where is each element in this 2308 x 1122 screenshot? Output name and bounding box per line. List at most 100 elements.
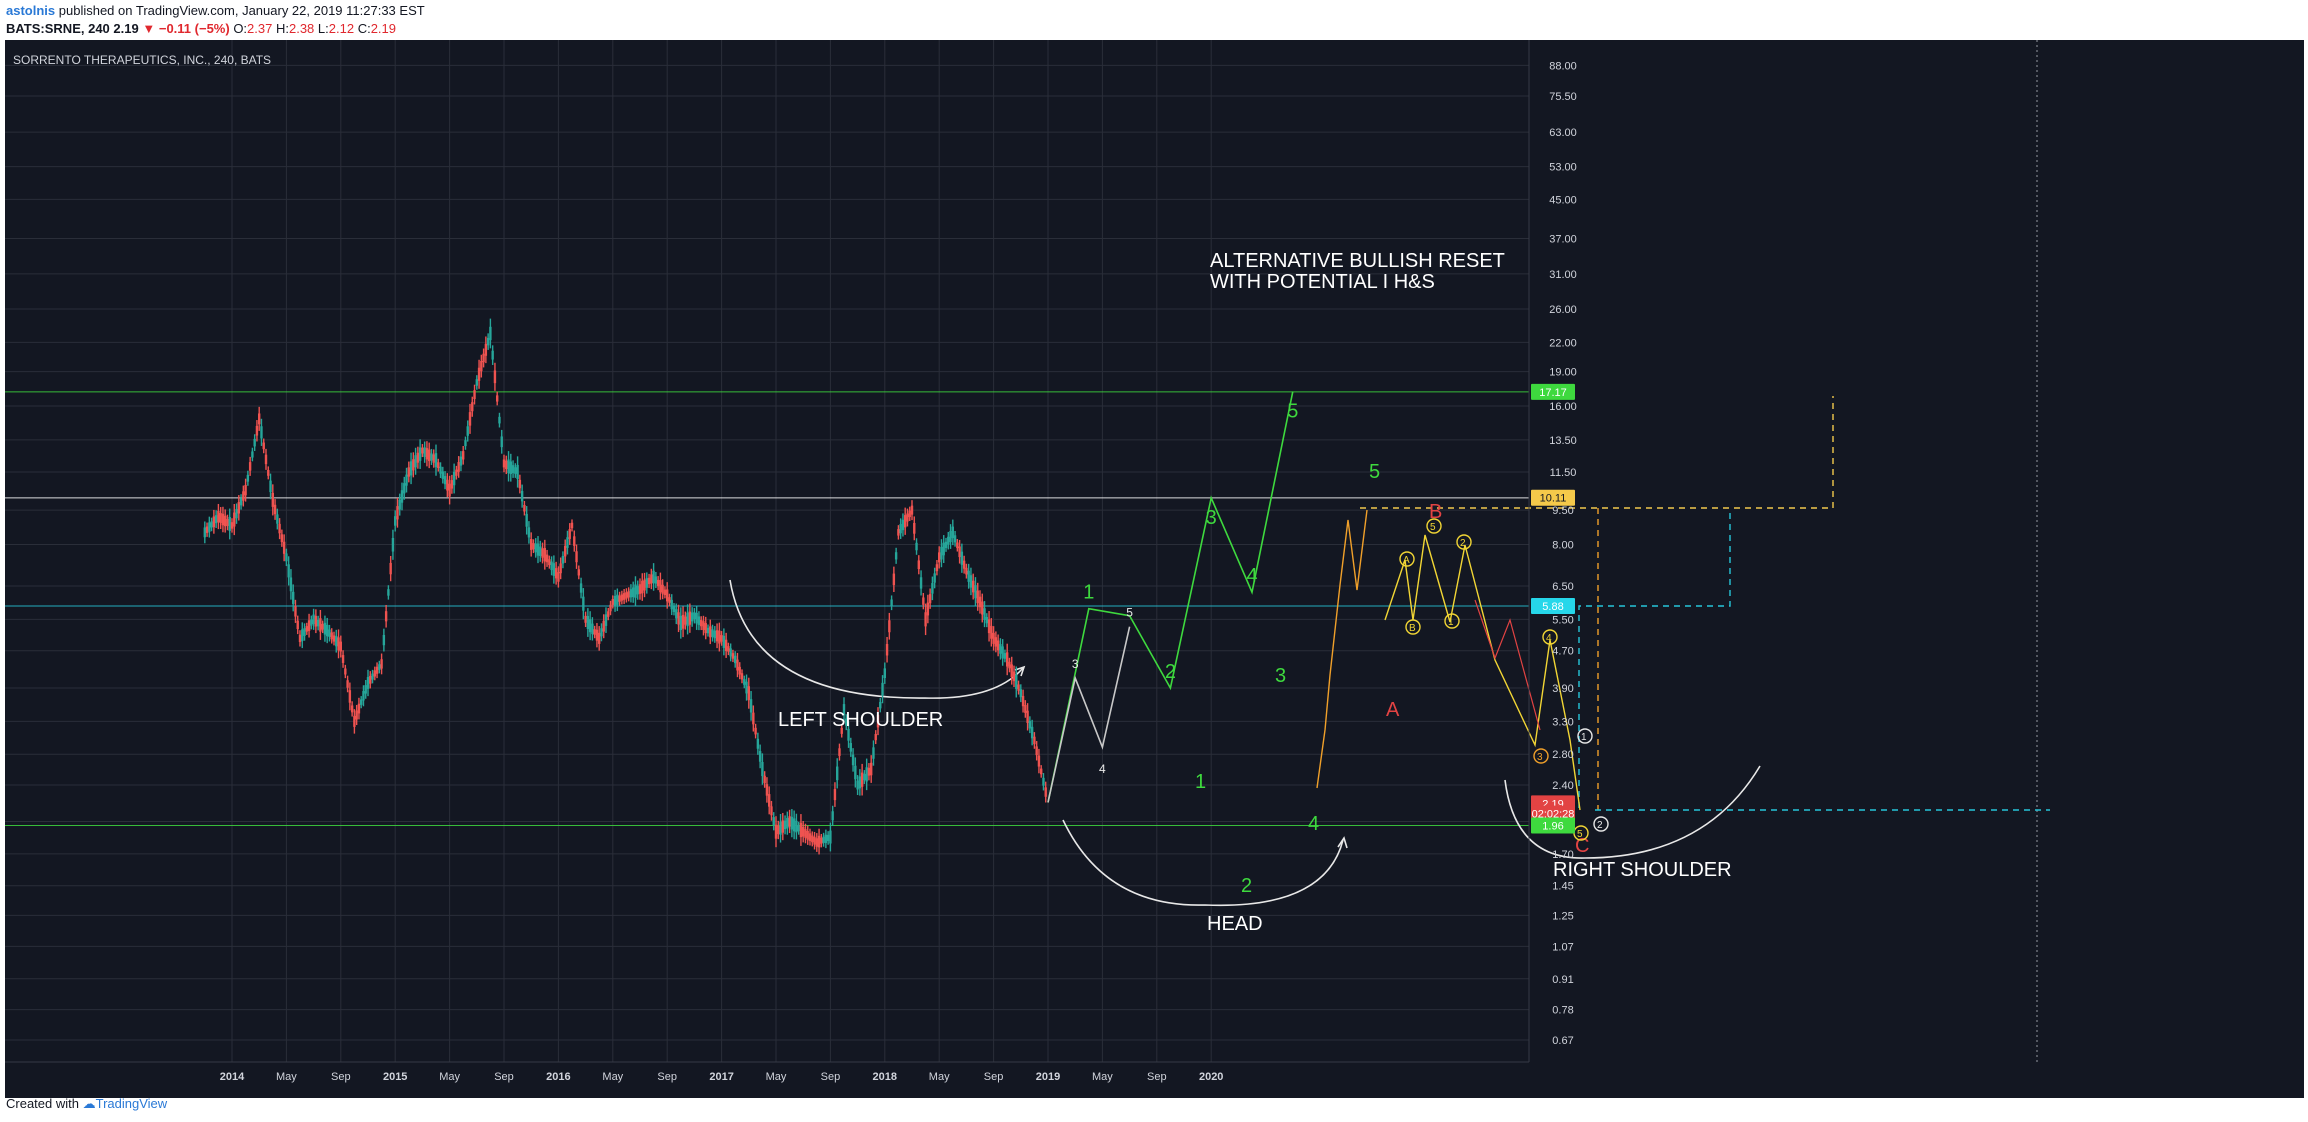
price-candle-body [282,541,286,554]
price-candle-body [360,699,363,705]
price-change: −0.11 (−5%) [158,21,230,36]
price-candle-body [788,816,791,827]
price-candle-body [394,516,397,526]
time-tick-label: Sep [984,1071,1004,1083]
tradingview-link[interactable]: TradingView [95,1096,168,1111]
price-candle-body [724,639,728,652]
svg-text:2: 2 [1597,820,1603,831]
price-candle-body [228,517,231,531]
price-candle-body [214,515,218,524]
price-tick-label: 2.40 [1552,780,1573,792]
price-candle-body [244,484,247,496]
price-candle-body [763,775,766,784]
price-candle-body [561,555,565,564]
price-badge [1531,383,1575,400]
price-candle-body [248,462,252,471]
price-tick-label: 1.07 [1552,941,1573,953]
price-candle-body [586,616,590,629]
price-candle-body [271,492,274,507]
time-tick-label: Sep [331,1071,351,1083]
price-candle-body [770,806,773,816]
price-candle-body [786,817,789,829]
time-axis[interactable]: 2014 May Sep 2015 May Sep 2016 May Sep 2017 May Sep… [220,1071,1224,1083]
author-link[interactable]: astolnis [6,3,56,18]
svg-text:A: A [1403,555,1410,566]
projection-wave-label: 3 [1072,657,1079,671]
price-candle-body [205,526,209,533]
grid [5,31,2038,1062]
price-candle-body [704,623,707,634]
price-candle-body [285,553,288,562]
price-tick-label: 63.00 [1549,127,1577,139]
price-candle-body [310,619,313,626]
price-candle-body [557,572,560,582]
price-candle-body [350,705,354,713]
price-candle-body [575,551,578,563]
price-candle-body [990,625,993,639]
price-candle-body [860,772,864,787]
price-candle-body [838,748,841,756]
price-badge [1531,597,1575,614]
price-candle-body [679,615,682,631]
price-candle-body [418,447,422,461]
price-candle-body [1033,736,1036,745]
time-tick-label: 2016 [546,1071,570,1083]
price-candle-body [847,728,850,741]
price-candle-body [527,527,531,538]
price-candle-body [874,733,877,741]
price-candle-body [323,622,327,635]
price-candle-body [629,589,633,598]
price-tick-label: 53.00 [1549,162,1577,174]
svg-text:1: 1 [1581,732,1587,743]
price-candle-body [446,479,449,491]
price-candle-body [1026,710,1029,723]
price-candle-body [203,527,206,538]
price-badge [1531,817,1575,834]
price-candle-body [577,569,580,576]
price-candle-body [550,561,553,571]
time-tick-label: 2015 [383,1071,407,1083]
price-candle-body [734,655,737,664]
price-candle-body [554,568,558,579]
price-candle-body [226,518,229,526]
price-candle-body [1001,646,1004,659]
price-candle-body [974,585,977,599]
price-candle-body [371,673,374,680]
price-tick-label: 31.00 [1549,269,1577,281]
price-candle-body [906,513,909,522]
price-candle-body [600,628,603,637]
price-candle-body [865,767,868,782]
price-candle-body [720,635,723,642]
price-candle-body [452,471,456,486]
price-tick-label: 3.30 [1552,716,1573,728]
chart-area[interactable]: 1 2 3 4 5 3 4 5 RIGHT SHOULDER LEFT SHOULDER HE… [5,27,2304,1098]
price-candle-body [815,838,818,847]
time-tick-label: Sep [1147,1071,1167,1083]
projection-wave-label: 3 [1206,507,1217,529]
price-candle-body [813,836,816,845]
chart-title-line2: WITH POTENTIAL I H&S [1210,271,1435,293]
price-candle-body [482,353,485,363]
price-candle-body [956,542,959,549]
price-candle-body [224,515,227,527]
price-candle-body [622,593,626,600]
tradingview-logo-icon[interactable]: ☁ [82,1096,96,1111]
price-candle-body [779,821,782,835]
price-candle-body [976,590,979,604]
price-candle-body [808,833,812,841]
open-value: 2.37 [247,21,273,36]
price-candle-body [972,580,975,593]
price-candle-body [747,686,750,701]
price-candle-body [738,666,741,675]
chart-svg[interactable]: 1 2 3 4 5 3 4 5 RIGHT SHOULDER LEFT SHOULDER HE… [5,27,2304,1098]
price-candle-body [897,529,900,536]
price-candle-body [375,666,379,674]
horizontal-lines [5,391,1529,826]
price-candle-body [613,595,617,606]
price-candle-body [944,541,948,549]
price-tick-label: 0.78 [1552,1005,1573,1017]
price-candle-body [999,644,1002,654]
price-candle-body [387,589,390,596]
price-candle-body [715,630,719,642]
price-candle-body [1028,720,1032,729]
